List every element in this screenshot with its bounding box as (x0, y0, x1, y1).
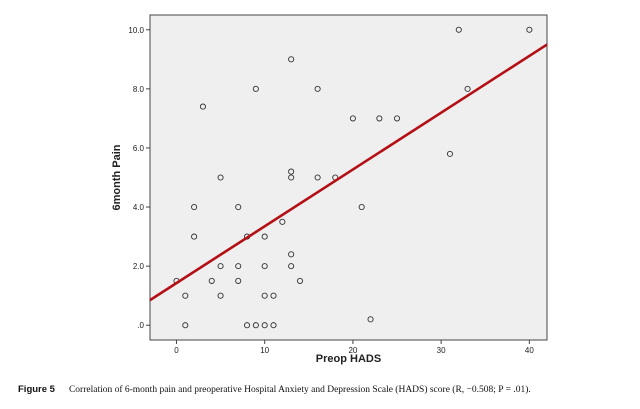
x-tick-label: 10 (260, 346, 269, 355)
y-axis: .0 2.0 4.0 6.0 8.0 10.0 (128, 26, 150, 330)
y-tick-label: 2.0 (133, 262, 145, 271)
data-point (182, 322, 189, 329)
data-point (314, 174, 321, 181)
data-point (349, 115, 356, 122)
data-point (314, 85, 321, 92)
y-axis-title: 6month Pain (111, 144, 123, 210)
data-point (376, 115, 383, 122)
y-tick-label: .0 (137, 321, 144, 330)
data-point (455, 26, 462, 33)
data-point (279, 218, 286, 225)
data-point (464, 85, 471, 92)
data-point (191, 233, 198, 240)
data-point (182, 292, 189, 299)
data-point (288, 56, 295, 63)
data-point (393, 115, 401, 122)
data-point (270, 292, 277, 299)
data-point (217, 174, 224, 181)
x-tick-label: 30 (437, 346, 446, 355)
data-point (261, 292, 268, 299)
caption-text: Correlation of 6-month pain and preopera… (68, 385, 531, 395)
plot-area (149, 14, 548, 341)
data-point (243, 322, 251, 329)
data-point (217, 292, 224, 299)
x-tick-label: 0 (174, 346, 179, 355)
figure-caption: Figure 5 Correlation of 6-month pain and … (18, 384, 630, 395)
data-point (235, 277, 242, 284)
data-point (270, 322, 277, 329)
data-point (208, 277, 215, 284)
data-point (288, 168, 295, 175)
data-point (288, 251, 295, 258)
x-axis: 0 10 20 30 40 (174, 340, 534, 355)
figure-number: Figure 5 (18, 384, 55, 395)
regression-line (149, 43, 548, 302)
data-point (252, 322, 259, 329)
y-tick-label: 10.0 (128, 26, 144, 35)
y-tick-label: 4.0 (133, 203, 145, 212)
data-point (261, 322, 268, 329)
data-point (367, 316, 374, 323)
data-point (288, 263, 295, 270)
data-point (191, 203, 198, 211)
data-point (261, 263, 268, 270)
data-point (446, 150, 454, 157)
data-point (261, 233, 268, 240)
x-tick-label: 40 (525, 346, 534, 355)
data-point (199, 103, 206, 110)
data-point (296, 277, 304, 284)
y-tick-label: 6.0 (133, 144, 145, 153)
x-tick-label: 20 (348, 346, 357, 355)
data-point (358, 203, 365, 211)
data-point (235, 263, 242, 270)
data-point (526, 26, 533, 33)
data-point (252, 85, 259, 92)
data-point (288, 174, 295, 181)
y-tick-label: 8.0 (133, 85, 145, 94)
data-point (217, 263, 224, 270)
x-axis-title: Preop HADS (316, 353, 381, 365)
data-point (235, 203, 242, 211)
